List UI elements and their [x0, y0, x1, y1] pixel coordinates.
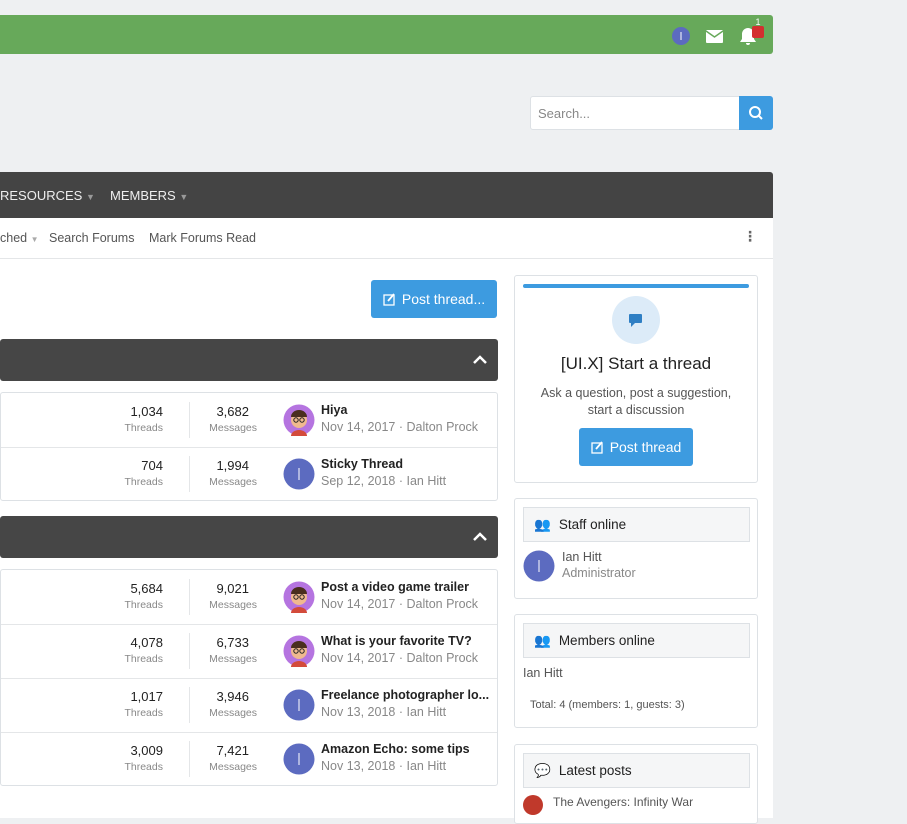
avatar [283, 404, 315, 436]
avatar [523, 795, 543, 815]
message-count: 3,946 [216, 689, 249, 704]
staff-box: 👥 Staff online Ian Hitt Administrator [514, 498, 758, 599]
button-text: Post thread [609, 439, 682, 455]
thread-meta: Nov 13, 2018 · Ian Hitt [321, 705, 447, 719]
button-text: Post thread... [401, 291, 486, 307]
thread-title[interactable]: Amazon Echo: some tips [321, 742, 470, 756]
avatar [283, 458, 315, 490]
row-divider [1, 624, 497, 625]
user-role: Administrator [562, 566, 636, 580]
col-divider [189, 687, 190, 723]
thread-meta: Nov 14, 2017 · Dalton Prock [321, 420, 479, 434]
messages-label: Messages [209, 653, 257, 665]
avatar [283, 743, 315, 775]
messages-label: Messages [209, 476, 257, 488]
avatar [283, 581, 315, 613]
subnav-item[interactable]: Mark Forums Read [149, 231, 256, 245]
threads-label: Threads [124, 422, 163, 434]
thread-count: 1,017 [130, 689, 163, 704]
box-title: Members online [558, 633, 655, 648]
thread-title[interactable]: Freelance photographer lo... [321, 688, 490, 702]
col-divider [189, 456, 190, 492]
box-title: [UI.X] Start a thread [560, 354, 712, 373]
user-name[interactable]: Ian Hitt [562, 550, 602, 564]
row-divider [1, 678, 497, 679]
badge: 1 [755, 17, 761, 27]
threads-label: Threads [124, 653, 163, 665]
subnav-item[interactable]: Search Forums [49, 231, 135, 245]
subnav-item[interactable]: ched ▼ [0, 231, 39, 245]
category-header[interactable] [0, 339, 498, 381]
thread-title[interactable]: Hiya [321, 403, 348, 417]
nav-text: RESOURCES [0, 188, 83, 203]
row-divider [1, 447, 497, 448]
message-count: 1,994 [216, 458, 249, 473]
box-title: Staff online [558, 517, 627, 532]
message-count: 7,421 [216, 743, 249, 758]
top-bar: 1 [0, 15, 773, 54]
top-icons[interactable] [670, 25, 770, 47]
threads-label: Threads [124, 761, 163, 773]
box-text: Ask a question, post a suggestion, [540, 386, 732, 400]
members-box: 👥 Members online Ian Hitt Total: 4 (membe… [514, 614, 758, 728]
page: 1 Search... RESOURCES ▼ MEMBERS ▼ ched ▼… [0, 15, 773, 824]
thread-count: 3,009 [130, 743, 163, 758]
post-thread-button[interactable]: Post thread... [371, 280, 497, 318]
accent [523, 284, 749, 288]
search-button[interactable] [739, 96, 773, 130]
latest-post[interactable]: The Avengers: Infinity War [553, 795, 694, 809]
thread-meta: Sep 12, 2018 · Ian Hitt [321, 474, 447, 488]
col-divider [189, 741, 190, 777]
messages-label: Messages [209, 599, 257, 611]
more-menu[interactable]: ⋮ [743, 228, 757, 244]
thread-meta: Nov 14, 2017 · Dalton Prock [321, 597, 479, 611]
latest-box: 💬 Latest posts The Avengers: Infinity War [514, 744, 758, 824]
thread-title[interactable]: Post a video game trailer [321, 580, 469, 594]
avatar [523, 550, 555, 582]
message-count: 6,733 [216, 635, 249, 650]
thread-title[interactable]: Sticky Thread [321, 457, 403, 471]
box-header: 👥 Members online [523, 623, 750, 658]
thread-count: 1,034 [130, 404, 163, 419]
avatar [283, 689, 315, 721]
thread-title[interactable]: What is your favorite TV? [321, 634, 472, 648]
messages-label: Messages [209, 761, 257, 773]
avatar [283, 635, 315, 667]
box-header: 💬 Latest posts [523, 753, 750, 788]
chat-icon [612, 296, 660, 344]
start-thread-box: [UI.X] Start a thread Ask a question, po… [514, 275, 758, 483]
nav-item[interactable]: RESOURCES ▼ [0, 188, 95, 203]
threads-label: Threads [124, 476, 163, 488]
nav-item[interactable]: MEMBERS ▼ [110, 188, 189, 203]
post-thread-button[interactable]: Post thread [579, 428, 693, 466]
thread-meta: Nov 13, 2018 · Ian Hitt [321, 759, 447, 773]
messages-label: Messages [209, 707, 257, 719]
search-input[interactable]: Search... [530, 96, 740, 130]
col-divider [189, 402, 190, 438]
user-name[interactable]: Ian Hitt [523, 666, 563, 680]
nav-bar: RESOURCES ▼ MEMBERS ▼ [0, 172, 773, 218]
messages-label: Messages [209, 422, 257, 434]
message-count: 3,682 [216, 404, 249, 419]
row-divider [1, 732, 497, 733]
threads-label: Threads [124, 599, 163, 611]
forum-list: 5,684 Threads 9,021 Messages Post a video ga… [0, 569, 498, 786]
message-count: 9,021 [216, 581, 249, 596]
thread-count: 5,684 [130, 581, 163, 596]
category-header[interactable] [0, 516, 498, 558]
thread-count: 4,078 [130, 635, 163, 650]
divider [0, 258, 773, 259]
box-text: start a discussion [587, 403, 685, 417]
box-header: 👥 Staff online [523, 507, 750, 542]
nav-text: MEMBERS [110, 188, 176, 203]
forum-list: 1,034 Threads 3,682 Messages Hiya Nov 14, 201… [0, 392, 498, 501]
col-divider [189, 633, 190, 669]
member-total: Total: 4 (members: 1, guests: 3) [530, 699, 685, 711]
col-divider [189, 579, 190, 615]
thread-count: 704 [141, 458, 163, 473]
thread-meta: Nov 14, 2017 · Dalton Prock [321, 651, 479, 665]
subnav-text: ched [0, 231, 28, 245]
box-title: Latest posts [558, 763, 632, 778]
threads-label: Threads [124, 707, 163, 719]
